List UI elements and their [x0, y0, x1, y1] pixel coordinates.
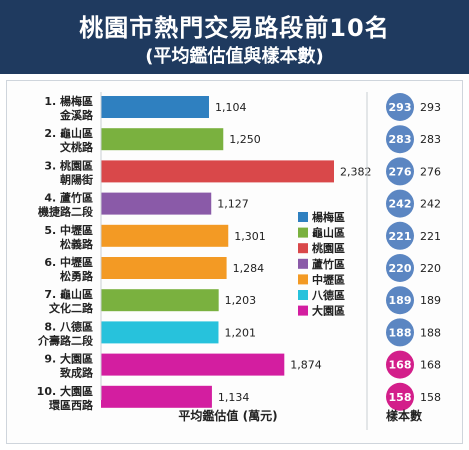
legend-swatch	[298, 258, 308, 269]
sample-count-label: 293	[389, 101, 412, 114]
sample-circle	[386, 318, 414, 347]
legend-swatch	[298, 227, 308, 238]
legend-label: 龜山區	[312, 226, 345, 240]
category-label: 松義路	[60, 237, 94, 251]
bar-value-label: 2,382	[340, 165, 372, 178]
sample-count-label: 283	[420, 133, 441, 146]
sample-count-label: 189	[389, 294, 412, 307]
sample-circle	[386, 125, 414, 154]
sample-count-label: 242	[389, 198, 412, 211]
bar-value-label: 1,127	[217, 198, 249, 211]
bar-value-label: 1,201	[224, 326, 256, 339]
sample-circle	[386, 93, 414, 121]
legend-swatch	[298, 274, 308, 285]
category-label: 10. 大園區	[37, 384, 93, 398]
bar-value-label: 1,284	[233, 262, 265, 275]
category-label: 環區西路	[49, 398, 94, 412]
category-label: 5. 中壢區	[44, 223, 93, 237]
legend-label: 桃園區	[312, 241, 345, 255]
bar	[101, 192, 212, 215]
legend-label: 蘆竹區	[312, 257, 345, 271]
bar	[101, 353, 285, 376]
sample-count-label: 188	[420, 326, 441, 339]
bar	[101, 224, 229, 247]
legend-swatch	[298, 290, 308, 300]
sample-circle	[386, 382, 414, 411]
category-label: 4. 蘆竹區	[44, 191, 93, 205]
legend-swatch	[298, 243, 308, 254]
sample-count-label: 221	[389, 230, 412, 243]
sample-count-label: 221	[420, 230, 441, 243]
category-label: 松勇路	[60, 269, 94, 283]
category-label: 機捷路二段	[38, 205, 93, 219]
sample-count-label: 189	[420, 294, 441, 307]
sample-count-label: 220	[389, 262, 412, 275]
bar-value-label: 1,134	[218, 391, 250, 404]
bar-value-label: 1,104	[215, 101, 247, 114]
bar	[101, 96, 209, 118]
sample-circle	[386, 286, 414, 315]
sample-circle	[386, 157, 414, 186]
legend-swatch	[298, 212, 308, 222]
bar	[101, 289, 219, 312]
x-axis-label: 平均鑑估值 (萬元)	[178, 408, 277, 423]
category-label: 8. 八德區	[44, 319, 93, 333]
sample-axis-label: 樣本數	[386, 408, 422, 423]
sample-circle	[386, 221, 414, 250]
bar	[101, 160, 334, 183]
category-label: 文化二路	[49, 301, 94, 315]
legend-label: 大園區	[312, 304, 345, 318]
sample-count-label: 276	[389, 165, 412, 178]
sample-count-label: 283	[389, 133, 412, 146]
sample-count-label: 220	[420, 262, 441, 275]
category-label: 朝陽街	[60, 172, 93, 186]
category-label: 金溪路	[59, 108, 94, 122]
category-label: 2. 龜山區	[44, 126, 93, 140]
category-label: 致成路	[60, 366, 94, 380]
category-label: 7. 龜山區	[44, 287, 93, 301]
category-label: 1. 楊梅區	[44, 94, 93, 108]
legend-label: 八德區	[311, 288, 345, 302]
page-subtitle: (平均鑑估值與樣本數)	[145, 46, 324, 67]
sample-count-label: 158	[420, 391, 441, 404]
category-label: 3. 桃園區	[44, 158, 93, 172]
sample-count-label: 168	[389, 359, 412, 372]
sample-circle	[386, 189, 414, 218]
bar	[101, 321, 219, 344]
bar-value-label: 1,203	[225, 294, 257, 307]
category-label: 9. 大園區	[44, 352, 93, 366]
category-label: 6. 中壢區	[44, 255, 93, 269]
category-label: 介壽路二段	[37, 333, 93, 347]
bar-value-label: 1,301	[234, 230, 266, 243]
legend-swatch	[298, 305, 308, 316]
sample-count-label: 168	[420, 359, 441, 372]
sample-circle	[386, 254, 414, 282]
bar	[101, 257, 227, 279]
bar	[101, 385, 212, 408]
sample-count-label: 293	[420, 101, 441, 114]
legend-label: 中壢區	[312, 272, 345, 286]
sample-count-label: 158	[389, 391, 412, 404]
bar	[101, 128, 224, 151]
category-label: 文桃路	[60, 140, 94, 154]
page-title: 桃園市熱門交易路段前10名	[79, 14, 390, 42]
sample-count-label: 242	[420, 198, 441, 211]
legend-label: 楊梅區	[312, 210, 345, 224]
bar-value-label: 1,250	[229, 133, 260, 146]
sample-circle	[386, 350, 414, 379]
bar-value-label: 1,874	[290, 359, 322, 372]
header: 桃園市熱門交易路段前10名 (平均鑑估值與樣本數)	[0, 0, 469, 74]
sample-count-label: 276	[420, 165, 441, 178]
sample-count-label: 188	[389, 326, 412, 339]
